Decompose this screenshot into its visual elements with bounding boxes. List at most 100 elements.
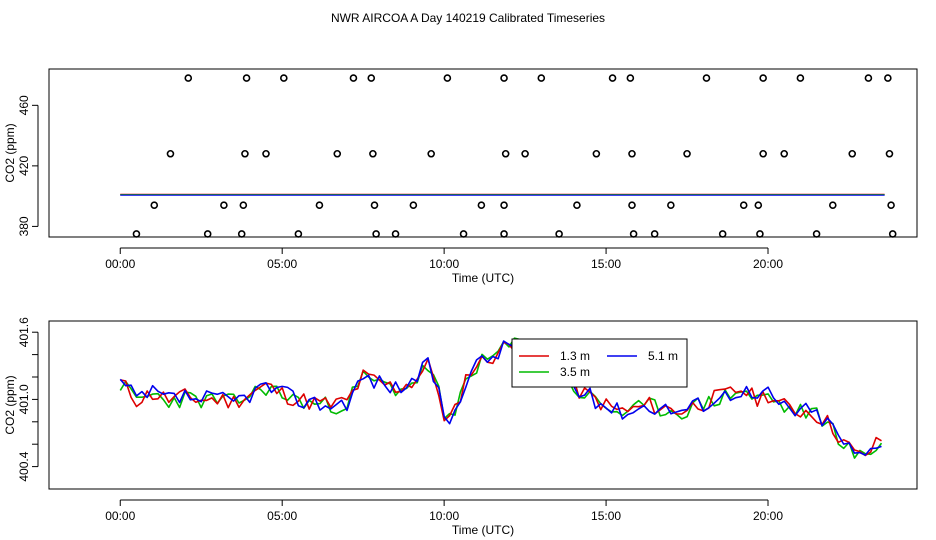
top-marker-point xyxy=(628,149,636,158)
top-marker-point xyxy=(864,74,873,82)
top-marker-point xyxy=(592,149,601,158)
top-marker-point xyxy=(184,74,193,82)
top-marker-point xyxy=(367,74,376,82)
top-marker-point xyxy=(372,230,380,238)
top-marker-point xyxy=(370,201,379,210)
top-y-axis: 380 420 460 xyxy=(17,95,39,236)
top-flat-series xyxy=(120,193,885,196)
top-plot-frame xyxy=(48,68,918,238)
top-marker-point xyxy=(885,149,894,158)
top-y-tick-label: 460 xyxy=(17,95,31,115)
top-marker-point xyxy=(759,74,767,82)
top-x-axis-label: Time (UTC) xyxy=(452,271,514,285)
bottom-y-tick-label: 400.4 xyxy=(17,451,31,481)
top-marker-point xyxy=(848,149,857,158)
top-marker-point xyxy=(759,149,767,158)
bottom-y-tick-label: 401.6 xyxy=(17,317,31,347)
bottom-x-tick-label: 20:00 xyxy=(753,509,783,523)
top-marker-point xyxy=(477,201,486,210)
top-marker-point xyxy=(501,149,510,158)
top-marker-point xyxy=(718,230,727,238)
top-marker-point xyxy=(537,74,546,82)
top-marker-point xyxy=(315,201,324,210)
legend-label-2: 3.5 m xyxy=(560,365,590,379)
legend: 1.3 m 3.5 m 5.1 m xyxy=(511,338,688,388)
bottom-y-axis-label: CO2 (ppm) xyxy=(3,375,17,434)
page-title: NWR AIRCOA A Day 140219 Calibrated Times… xyxy=(331,11,605,25)
bottom-x-axis-label: Time (UTC) xyxy=(452,523,514,537)
top-marker-point xyxy=(443,74,452,82)
top-marker-point xyxy=(166,149,175,158)
top-marker-point xyxy=(667,201,675,210)
top-marker-point xyxy=(628,201,636,210)
bottom-y-tick-label: 401.0 xyxy=(17,384,31,414)
top-x-tick-label: 05:00 xyxy=(267,257,297,271)
top-marker-point xyxy=(237,230,246,238)
top-marker-point xyxy=(203,230,212,238)
top-marker-point xyxy=(391,230,400,238)
series-line-5-1-m xyxy=(119,340,882,456)
legend-label-3: 5.1 m xyxy=(648,349,678,363)
top-marker-point xyxy=(739,201,748,210)
top-marker-point xyxy=(427,149,435,158)
top-marker-point xyxy=(521,149,529,158)
top-marker-point xyxy=(812,230,821,238)
top-marker-point xyxy=(555,230,563,238)
top-marker-point xyxy=(294,230,303,238)
bottom-x-axis: 00:00 05:00 10:00 15:00 20:00 xyxy=(105,499,783,523)
top-marker-point xyxy=(629,230,638,238)
top-x-tick-label: 20:00 xyxy=(753,257,783,271)
top-y-tick-label: 420 xyxy=(17,156,31,176)
top-marker-point xyxy=(459,230,468,238)
bottom-series xyxy=(119,337,883,459)
top-marker-point xyxy=(573,201,581,210)
bottom-x-tick-label: 00:00 xyxy=(105,509,135,523)
top-marker-point xyxy=(780,149,789,158)
bottom-y-axis: 400.4 401.0 401.6 xyxy=(17,317,39,482)
top-marker-point xyxy=(500,230,508,238)
bottom-x-tick-label: 05:00 xyxy=(267,509,297,523)
top-marker-point xyxy=(220,201,228,210)
top-marker-point xyxy=(280,74,288,82)
top-x-axis: 00:00 05:00 10:00 15:00 20:00 xyxy=(105,247,783,271)
top-marker-point xyxy=(262,149,270,158)
top-marker-point xyxy=(796,74,805,82)
top-marker-point xyxy=(500,74,508,82)
top-marker-point xyxy=(756,230,764,238)
series-line-1-3-m xyxy=(120,341,882,457)
top-marker-point xyxy=(150,201,159,210)
top-marker-point xyxy=(500,201,508,210)
top-marker-point xyxy=(241,149,249,158)
top-marker-point xyxy=(239,201,248,210)
top-marker-point xyxy=(242,74,251,82)
legend-box xyxy=(511,338,688,388)
bottom-plot-frame xyxy=(48,320,918,490)
top-marker-point xyxy=(626,74,635,82)
top-marker-point xyxy=(369,149,377,158)
top-y-tick-label: 380 xyxy=(17,216,31,236)
top-marker-point xyxy=(132,230,141,238)
top-marker-point xyxy=(887,201,895,210)
top-x-tick-label: 00:00 xyxy=(105,257,135,271)
top-markers xyxy=(132,74,897,238)
top-marker-point xyxy=(608,74,617,82)
top-x-tick-label: 15:00 xyxy=(591,257,621,271)
bottom-x-tick-label: 15:00 xyxy=(591,509,621,523)
top-marker-point xyxy=(349,74,358,82)
legend-label-1: 1.3 m xyxy=(560,349,590,363)
top-marker-point xyxy=(683,149,691,158)
top-x-tick-label: 10:00 xyxy=(429,257,459,271)
top-marker-point xyxy=(650,230,659,238)
top-y-axis-label: CO2 (ppm) xyxy=(3,123,17,182)
top-marker-point xyxy=(754,201,763,210)
bottom-x-tick-label: 10:00 xyxy=(429,509,459,523)
bottom-panel: 400.4 401.0 401.6 00:00 05:00 10:00 15:00 20:0… xyxy=(3,317,918,537)
top-panel: 380 420 460 00:00 05:00 10:00 15:00 20:00 Time… xyxy=(3,68,918,285)
top-marker-point xyxy=(888,230,897,238)
top-marker-point xyxy=(828,201,837,210)
top-marker-point xyxy=(333,149,342,158)
top-marker-point xyxy=(409,201,418,210)
top-marker-point xyxy=(702,74,711,82)
top-marker-point xyxy=(884,74,892,82)
